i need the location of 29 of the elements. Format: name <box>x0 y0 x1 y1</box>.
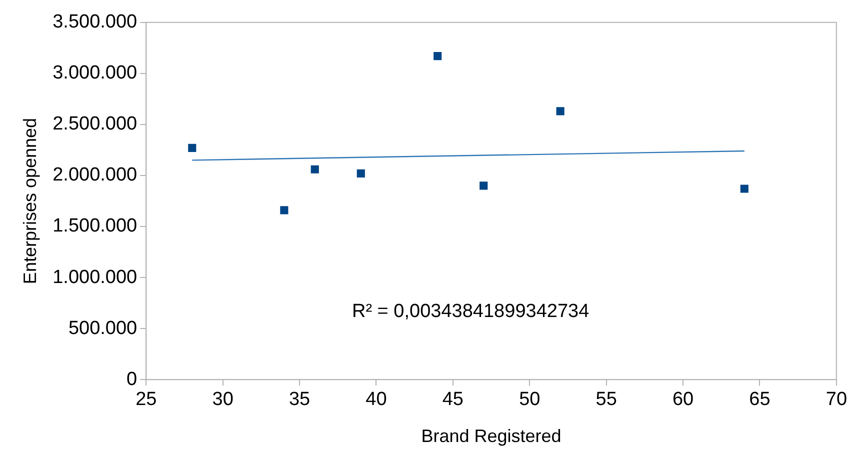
y-tick-label: 1.000.000 <box>52 266 138 288</box>
point <box>356 169 365 178</box>
x-tick-label: 50 <box>519 389 540 410</box>
x-tick-label: 25 <box>136 389 157 410</box>
x-tick-label: 40 <box>366 389 387 410</box>
y-tick-label: 0 <box>126 368 138 390</box>
x-axis-title: Brand Registered <box>421 426 562 446</box>
point <box>434 52 442 60</box>
y-tick-label: 3.500.000 <box>52 12 138 33</box>
annotation: R² = 0,00343841899342734 <box>352 300 590 322</box>
y-tick-label: 1.500.000 <box>52 216 138 237</box>
x-tick-label: 45 <box>442 389 464 410</box>
y-tick-label: 2.000.000 <box>52 164 138 186</box>
x-tick-label: 70 <box>826 389 848 410</box>
point <box>310 165 319 174</box>
y-axis-title: Enterprises openned <box>20 118 40 284</box>
x-tick-label: 65 <box>749 389 770 410</box>
x-tick-label: 35 <box>288 389 310 410</box>
y-tick-label: 2.500.000 <box>52 114 138 135</box>
point <box>188 144 196 152</box>
x-tick-label: 55 <box>596 389 617 410</box>
y-tick-label: 500.000 <box>68 318 138 339</box>
point <box>480 182 488 190</box>
point <box>740 184 748 193</box>
x-tick-label: 60 <box>672 389 694 410</box>
point <box>280 206 288 214</box>
point <box>556 107 564 116</box>
x-tick-label: 30 <box>212 389 234 410</box>
y-tick-label: 3.000.000 <box>52 62 138 84</box>
